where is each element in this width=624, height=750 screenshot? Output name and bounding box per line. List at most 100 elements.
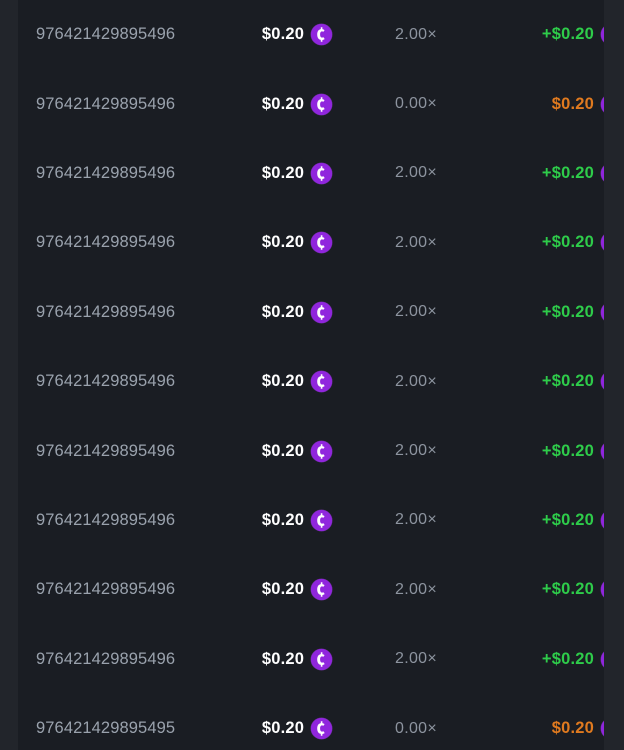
wager-amount-group: $0.20 [236, 371, 358, 393]
wager-amount-group: $0.20 [236, 162, 358, 184]
wager-cell: $0.20 [236, 208, 358, 277]
bet-id-cell[interactable]: 976421429895496 [18, 278, 236, 347]
multiplier-cell: 2.00× [358, 416, 474, 485]
bet-id-value: 976421429895496 [36, 233, 176, 252]
payout-cell: +$0.20 [474, 555, 604, 624]
wager-cell: $0.20 [236, 555, 358, 624]
payout-amount-group: +$0.20 [474, 232, 604, 254]
bet-id-cell[interactable]: 976421429895496 [18, 0, 236, 69]
cent-coin-icon [311, 93, 333, 115]
bet-history-row[interactable]: 976421429895496 $0.20 2.00× +$0.20 [18, 208, 604, 277]
multiplier-value: 2.00× [395, 372, 437, 390]
multiplier-cell: 2.00× [358, 278, 474, 347]
cent-coin-icon [311, 162, 333, 184]
wager-cell: $0.20 [236, 139, 358, 208]
bet-id-value: 976421429895496 [36, 94, 176, 113]
wager-amount-value: $0.20 [261, 719, 305, 738]
multiplier-cell: 2.00× [358, 139, 474, 208]
wager-amount-value: $0.20 [261, 580, 305, 599]
bet-id-value: 976421429895496 [36, 510, 176, 529]
bet-history-row[interactable]: 976421429895496 $0.20 2.00× +$0.20 [18, 486, 604, 555]
payout-amount-group: +$0.20 [474, 509, 604, 531]
bet-id-value: 976421429895496 [36, 302, 176, 321]
multiplier-value: 2.00× [395, 650, 437, 668]
payout-amount-value: +$0.20 [541, 25, 594, 44]
wager-cell: $0.20 [236, 69, 358, 138]
wager-cell: $0.20 [236, 0, 358, 69]
bet-id-cell[interactable]: 976421429895496 [18, 208, 236, 277]
bet-id-cell[interactable]: 976421429895496 [18, 347, 236, 416]
wager-amount-group: $0.20 [236, 509, 358, 531]
bet-id-value: 976421429895495 [36, 719, 176, 738]
bet-history-row[interactable]: 976421429895496 $0.20 2.00× +$0.20 [18, 0, 604, 69]
wager-amount-group: $0.20 [236, 718, 358, 740]
payout-cell: +$0.20 [474, 208, 604, 277]
bet-history-body: 976421429895496 $0.20 2.00× +$0.20 976421429… [18, 0, 604, 750]
bet-id-cell[interactable]: 976421429895496 [18, 486, 236, 555]
bet-id-cell[interactable]: 976421429895495 [18, 694, 236, 750]
bet-history-panel: 976421429895496 $0.20 2.00× +$0.20 976421429… [18, 0, 604, 750]
cent-coin-icon [311, 579, 333, 601]
bet-history-row[interactable]: 976421429895496 $0.20 2.00× +$0.20 [18, 347, 604, 416]
multiplier-value: 2.00× [395, 164, 437, 182]
payout-amount-group: +$0.20 [474, 24, 604, 46]
wager-amount-group: $0.20 [236, 93, 358, 115]
bet-history-row[interactable]: 976421429895496 $0.20 2.00× +$0.20 [18, 139, 604, 208]
bet-history-row[interactable]: 976421429895495 $0.20 0.00× $0.20 [18, 694, 604, 750]
multiplier-value: 2.00× [395, 303, 437, 321]
multiplier-cell: 0.00× [358, 694, 474, 750]
bet-id-cell[interactable]: 976421429895496 [18, 139, 236, 208]
wager-cell: $0.20 [236, 625, 358, 694]
cent-coin-icon [601, 718, 604, 740]
bet-id-cell[interactable]: 976421429895496 [18, 416, 236, 485]
wager-amount-value: $0.20 [261, 510, 305, 529]
bet-id-cell[interactable]: 976421429895496 [18, 625, 236, 694]
bet-history-row[interactable]: 976421429895496 $0.20 0.00× $0.20 [18, 69, 604, 138]
cent-coin-icon [311, 24, 333, 46]
payout-amount-value: +$0.20 [541, 163, 594, 182]
payout-amount-group: +$0.20 [474, 579, 604, 601]
payout-amount-value: $0.20 [551, 719, 594, 738]
bet-history-table: 976421429895496 $0.20 2.00× +$0.20 976421429… [18, 0, 604, 750]
bet-id-cell[interactable]: 976421429895496 [18, 69, 236, 138]
bet-history-row[interactable]: 976421429895496 $0.20 2.00× +$0.20 [18, 416, 604, 485]
cent-coin-icon [601, 371, 604, 393]
multiplier-value: 0.00× [395, 719, 437, 737]
multiplier-value: 2.00× [395, 511, 437, 529]
payout-amount-value: +$0.20 [541, 510, 594, 529]
payout-cell: +$0.20 [474, 625, 604, 694]
multiplier-cell: 2.00× [358, 486, 474, 555]
bet-history-row[interactable]: 976421429895496 $0.20 2.00× +$0.20 [18, 278, 604, 347]
cent-coin-icon [601, 93, 604, 115]
bet-history-row[interactable]: 976421429895496 $0.20 2.00× +$0.20 [18, 625, 604, 694]
multiplier-cell: 0.00× [358, 69, 474, 138]
cent-coin-icon [311, 440, 333, 462]
multiplier-value: 2.00× [395, 580, 437, 598]
multiplier-value: 0.00× [395, 95, 437, 113]
payout-amount-value: +$0.20 [541, 372, 594, 391]
payout-amount-value: +$0.20 [541, 580, 594, 599]
wager-amount-group: $0.20 [236, 440, 358, 462]
payout-cell: +$0.20 [474, 486, 604, 555]
wager-amount-group: $0.20 [236, 24, 358, 46]
payout-amount-group: +$0.20 [474, 440, 604, 462]
wager-amount-value: $0.20 [261, 94, 305, 113]
bet-id-value: 976421429895496 [36, 25, 176, 44]
cent-coin-icon [601, 24, 604, 46]
multiplier-cell: 2.00× [358, 625, 474, 694]
cent-coin-icon [601, 440, 604, 462]
cent-coin-icon [601, 579, 604, 601]
multiplier-cell: 2.00× [358, 555, 474, 624]
bet-history-row[interactable]: 976421429895496 $0.20 2.00× +$0.20 [18, 555, 604, 624]
payout-amount-group: +$0.20 [474, 648, 604, 670]
wager-amount-value: $0.20 [261, 372, 305, 391]
multiplier-value: 2.00× [395, 233, 437, 251]
payout-amount-value: $0.20 [551, 94, 594, 113]
multiplier-value: 2.00× [395, 442, 437, 460]
wager-amount-group: $0.20 [236, 301, 358, 323]
wager-amount-value: $0.20 [261, 233, 305, 252]
cent-coin-icon [601, 648, 604, 670]
wager-amount-group: $0.20 [236, 232, 358, 254]
payout-cell: +$0.20 [474, 347, 604, 416]
bet-id-cell[interactable]: 976421429895496 [18, 555, 236, 624]
